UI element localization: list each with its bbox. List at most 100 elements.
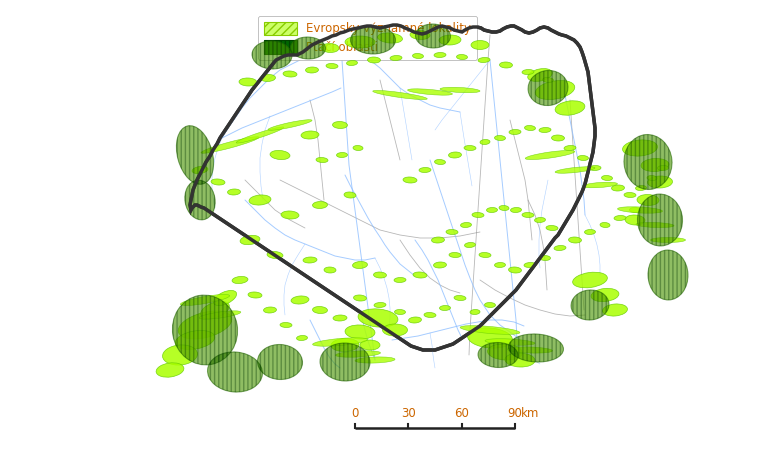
Ellipse shape	[535, 81, 575, 99]
Ellipse shape	[603, 304, 628, 316]
Ellipse shape	[583, 182, 618, 188]
Ellipse shape	[413, 54, 423, 58]
Ellipse shape	[510, 207, 522, 212]
Ellipse shape	[424, 312, 436, 318]
Ellipse shape	[528, 68, 553, 81]
Ellipse shape	[522, 69, 534, 75]
Ellipse shape	[637, 194, 683, 246]
Ellipse shape	[434, 53, 446, 58]
Ellipse shape	[416, 24, 450, 48]
Polygon shape	[190, 25, 595, 350]
Ellipse shape	[260, 75, 276, 81]
Ellipse shape	[622, 140, 657, 156]
Ellipse shape	[522, 212, 534, 217]
Ellipse shape	[494, 262, 506, 267]
Ellipse shape	[534, 217, 546, 222]
Ellipse shape	[199, 311, 241, 319]
Ellipse shape	[291, 296, 309, 304]
Ellipse shape	[382, 324, 407, 336]
Ellipse shape	[297, 336, 307, 341]
Ellipse shape	[333, 315, 347, 321]
Ellipse shape	[213, 290, 237, 306]
Legend: Evropsky významné lokality, Ptačí oblasti: Evropsky významné lokality, Ptačí oblast…	[257, 16, 477, 60]
Ellipse shape	[306, 67, 319, 73]
Ellipse shape	[176, 126, 213, 184]
Ellipse shape	[525, 150, 575, 160]
Ellipse shape	[505, 353, 535, 367]
Ellipse shape	[636, 185, 646, 190]
Ellipse shape	[485, 339, 535, 345]
Ellipse shape	[249, 195, 271, 205]
Ellipse shape	[618, 207, 662, 213]
Ellipse shape	[390, 55, 402, 60]
Ellipse shape	[409, 317, 422, 323]
Ellipse shape	[416, 24, 450, 48]
Ellipse shape	[528, 71, 568, 106]
Ellipse shape	[407, 89, 453, 95]
Ellipse shape	[185, 180, 215, 220]
Ellipse shape	[454, 296, 466, 301]
Ellipse shape	[321, 44, 339, 53]
Ellipse shape	[353, 145, 363, 150]
Ellipse shape	[394, 278, 406, 283]
Ellipse shape	[464, 145, 476, 150]
Ellipse shape	[546, 225, 558, 230]
Ellipse shape	[435, 159, 445, 165]
Ellipse shape	[419, 167, 431, 172]
Ellipse shape	[344, 192, 356, 198]
Ellipse shape	[569, 237, 581, 243]
Ellipse shape	[584, 230, 596, 234]
Ellipse shape	[641, 158, 669, 171]
Ellipse shape	[403, 177, 417, 183]
Ellipse shape	[448, 152, 462, 158]
Ellipse shape	[335, 351, 381, 357]
Ellipse shape	[484, 302, 496, 307]
Ellipse shape	[320, 343, 370, 381]
Ellipse shape	[201, 302, 229, 319]
Ellipse shape	[648, 250, 688, 300]
Ellipse shape	[440, 87, 480, 93]
Ellipse shape	[471, 40, 489, 50]
Ellipse shape	[185, 180, 215, 220]
Ellipse shape	[345, 36, 375, 48]
Ellipse shape	[630, 207, 640, 212]
Ellipse shape	[478, 342, 518, 368]
Ellipse shape	[488, 344, 522, 360]
Ellipse shape	[178, 311, 232, 339]
Ellipse shape	[564, 145, 576, 151]
Ellipse shape	[525, 126, 535, 130]
Ellipse shape	[324, 267, 336, 273]
Ellipse shape	[658, 166, 668, 171]
Ellipse shape	[180, 294, 229, 306]
Ellipse shape	[539, 127, 551, 132]
Ellipse shape	[480, 140, 490, 144]
Ellipse shape	[478, 342, 518, 368]
Ellipse shape	[600, 222, 610, 228]
Ellipse shape	[624, 135, 672, 189]
Ellipse shape	[257, 345, 303, 379]
Ellipse shape	[236, 127, 284, 143]
Ellipse shape	[507, 347, 553, 353]
Ellipse shape	[360, 340, 380, 350]
Ellipse shape	[378, 33, 403, 43]
Ellipse shape	[156, 363, 184, 377]
Ellipse shape	[270, 150, 290, 160]
Ellipse shape	[358, 309, 398, 327]
Ellipse shape	[232, 276, 248, 284]
Ellipse shape	[648, 250, 688, 300]
Ellipse shape	[543, 77, 553, 82]
Ellipse shape	[301, 131, 319, 139]
Ellipse shape	[636, 222, 674, 228]
Ellipse shape	[460, 326, 520, 334]
Ellipse shape	[355, 357, 395, 363]
Ellipse shape	[572, 272, 607, 288]
Ellipse shape	[614, 216, 626, 220]
Ellipse shape	[252, 41, 292, 69]
Ellipse shape	[456, 54, 468, 59]
Ellipse shape	[313, 202, 328, 208]
Ellipse shape	[239, 78, 257, 86]
Ellipse shape	[494, 135, 506, 140]
Ellipse shape	[439, 35, 461, 45]
Ellipse shape	[257, 345, 303, 379]
Ellipse shape	[207, 352, 263, 392]
